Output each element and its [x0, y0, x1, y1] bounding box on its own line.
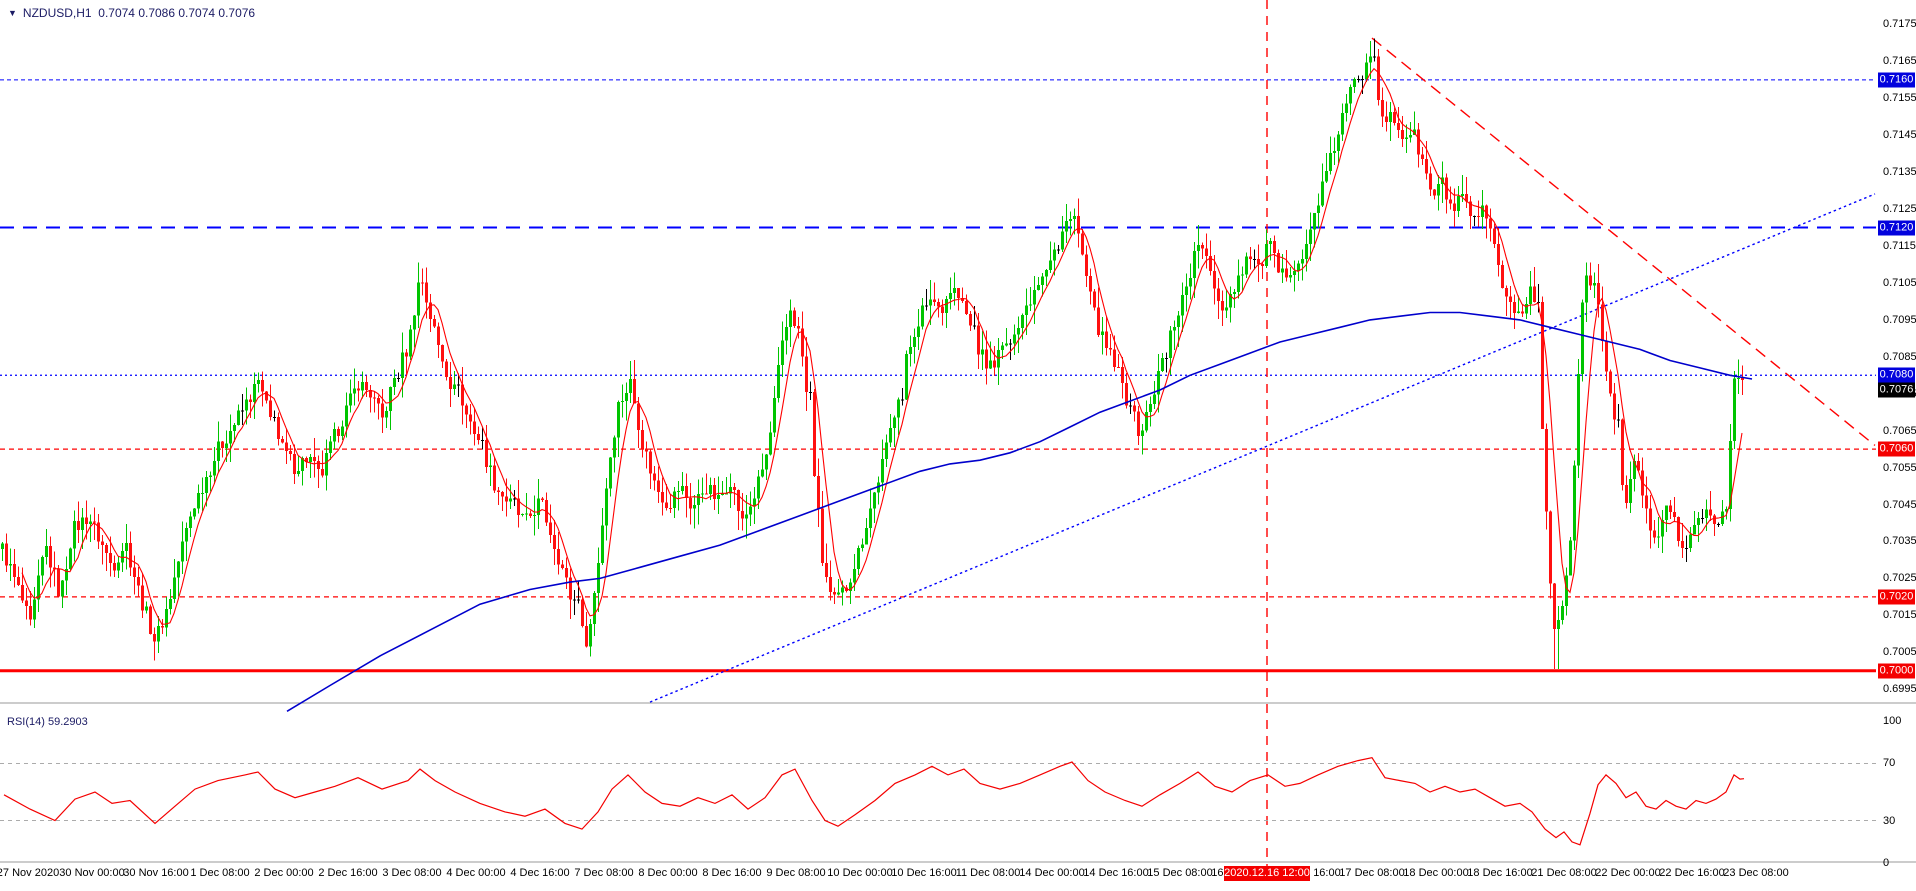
time-axis-label: 17 Dec 08:00	[1339, 867, 1405, 879]
price-axis-label: 0.7045	[1883, 498, 1916, 511]
time-axis-label: 14 Dec 00:00	[1019, 867, 1085, 879]
price-axis-label: 0.7015	[1883, 609, 1916, 622]
price-axis-label: 0.7005	[1883, 646, 1916, 659]
time-axis-label: 22 Dec 00:00	[1595, 867, 1661, 879]
fast-ma-line	[21, 67, 1743, 625]
price-axis-label: 0.7055	[1883, 461, 1916, 474]
time-axis-label: 14 Dec 16:00	[1083, 867, 1149, 879]
rsi-axis-label: 100	[1883, 714, 1902, 727]
time-axis-label: 2 Dec 00:00	[254, 867, 314, 879]
rsi-indicator-name: RSI(14)	[7, 716, 45, 728]
current-price-badge: 0.7076	[1878, 382, 1915, 398]
price-axis-label: 0.6995	[1883, 683, 1916, 696]
price-axis-label: 0.7065	[1883, 424, 1916, 437]
rsi-indicator-label: RSI(14) 59.2903	[7, 716, 88, 728]
rsi-axis-label: 70	[1883, 757, 1896, 770]
price-axis-label: 0.7175	[1883, 18, 1916, 31]
rsi-line	[3, 757, 1745, 846]
ohlc-high: 0.7086	[138, 6, 176, 20]
price-axis-label: 0.7095	[1883, 313, 1916, 326]
time-axis-label: 30 Nov 00:00	[59, 867, 125, 879]
ohlc-close: 0.7076	[218, 6, 256, 20]
chart-title: ▼ NZDUSD,H1 0.7074 0.7086 0.7074 0.7076	[8, 6, 255, 20]
time-axis-label: 10 Dec 00:00	[827, 867, 893, 879]
price-axis-label: 0.7165	[1883, 55, 1916, 68]
symbol-period-label: NZDUSD,H1	[22, 6, 92, 20]
time-axis-label: 23 Dec 08:00	[1723, 867, 1789, 879]
level-badge-0.7120: 0.7120	[1878, 220, 1915, 236]
time-axis-label: 8 Dec 16:00	[702, 867, 762, 879]
time-axis-label: 8 Dec 00:00	[638, 867, 698, 879]
ohlc-low: 0.7074	[178, 6, 216, 20]
time-axis-label: 1 Dec 08:00	[190, 867, 250, 879]
time-axis-label: 18 Dec 16:00	[1467, 867, 1533, 879]
time-axis-label: 30 Nov 16:00	[123, 867, 189, 879]
level-badge-0.7060: 0.7060	[1878, 441, 1915, 457]
slow-ma-line	[286, 311, 1753, 712]
rsi-indicator-value: 59.2903	[47, 716, 88, 728]
time-axis-label: 9 Dec 08:00	[766, 867, 826, 879]
time-axis-label: 7 Dec 08:00	[574, 867, 634, 879]
price-axis-label: 0.7145	[1883, 129, 1916, 142]
time-axis-label: 27 Nov 2020	[0, 867, 60, 879]
price-axis-label: 0.7125	[1883, 203, 1916, 216]
trendline-descending-resistance	[1371, 37, 1876, 446]
price-axis-label: 0.7135	[1883, 166, 1916, 179]
time-axis-label: 10 Dec 16:00	[891, 867, 957, 879]
trendline-ascending-support	[649, 193, 1876, 703]
level-badge-0.7080: 0.7080	[1878, 367, 1915, 383]
time-axis-label: 4 Dec 00:00	[446, 867, 506, 879]
symbol-collapse-icon[interactable]: ▼	[8, 8, 17, 18]
price-axis-label: 0.7035	[1883, 535, 1916, 548]
time-axis-label: 21 Dec 08:00	[1531, 867, 1597, 879]
time-axis-label: 2 Dec 16:00	[318, 867, 378, 879]
time-axis-label: 18 Dec 00:00	[1403, 867, 1469, 879]
time-axis-label: 3 Dec 08:00	[382, 867, 442, 879]
rsi-axis-label: 0	[1883, 857, 1890, 870]
level-badge-0.7020: 0.7020	[1878, 589, 1915, 605]
price-axis-label: 0.7115	[1883, 240, 1916, 252]
rsi-axis-label: 30	[1883, 814, 1896, 827]
price-axis-label: 0.7085	[1883, 350, 1916, 363]
ohlc-open: 0.7074	[98, 6, 135, 20]
time-axis-label: 11 Dec 08:00	[955, 867, 1021, 879]
vline-time-badge: 2020.12.16 12:00	[1224, 866, 1310, 881]
time-axis-label: 15 Dec 08:00	[1147, 867, 1213, 879]
price-axis-label: 0.7025	[1883, 572, 1916, 585]
price-axis-label: 0.7155	[1883, 92, 1916, 105]
price-axis-label: 0.7105	[1883, 276, 1916, 289]
level-badge-0.7000: 0.7000	[1878, 663, 1915, 679]
candlestick-series	[1, 38, 1744, 669]
level-badge-0.7160: 0.7160	[1878, 72, 1915, 88]
time-axis-label: 4 Dec 16:00	[510, 867, 570, 879]
time-axis-label: 22 Dec 16:00	[1659, 867, 1725, 879]
